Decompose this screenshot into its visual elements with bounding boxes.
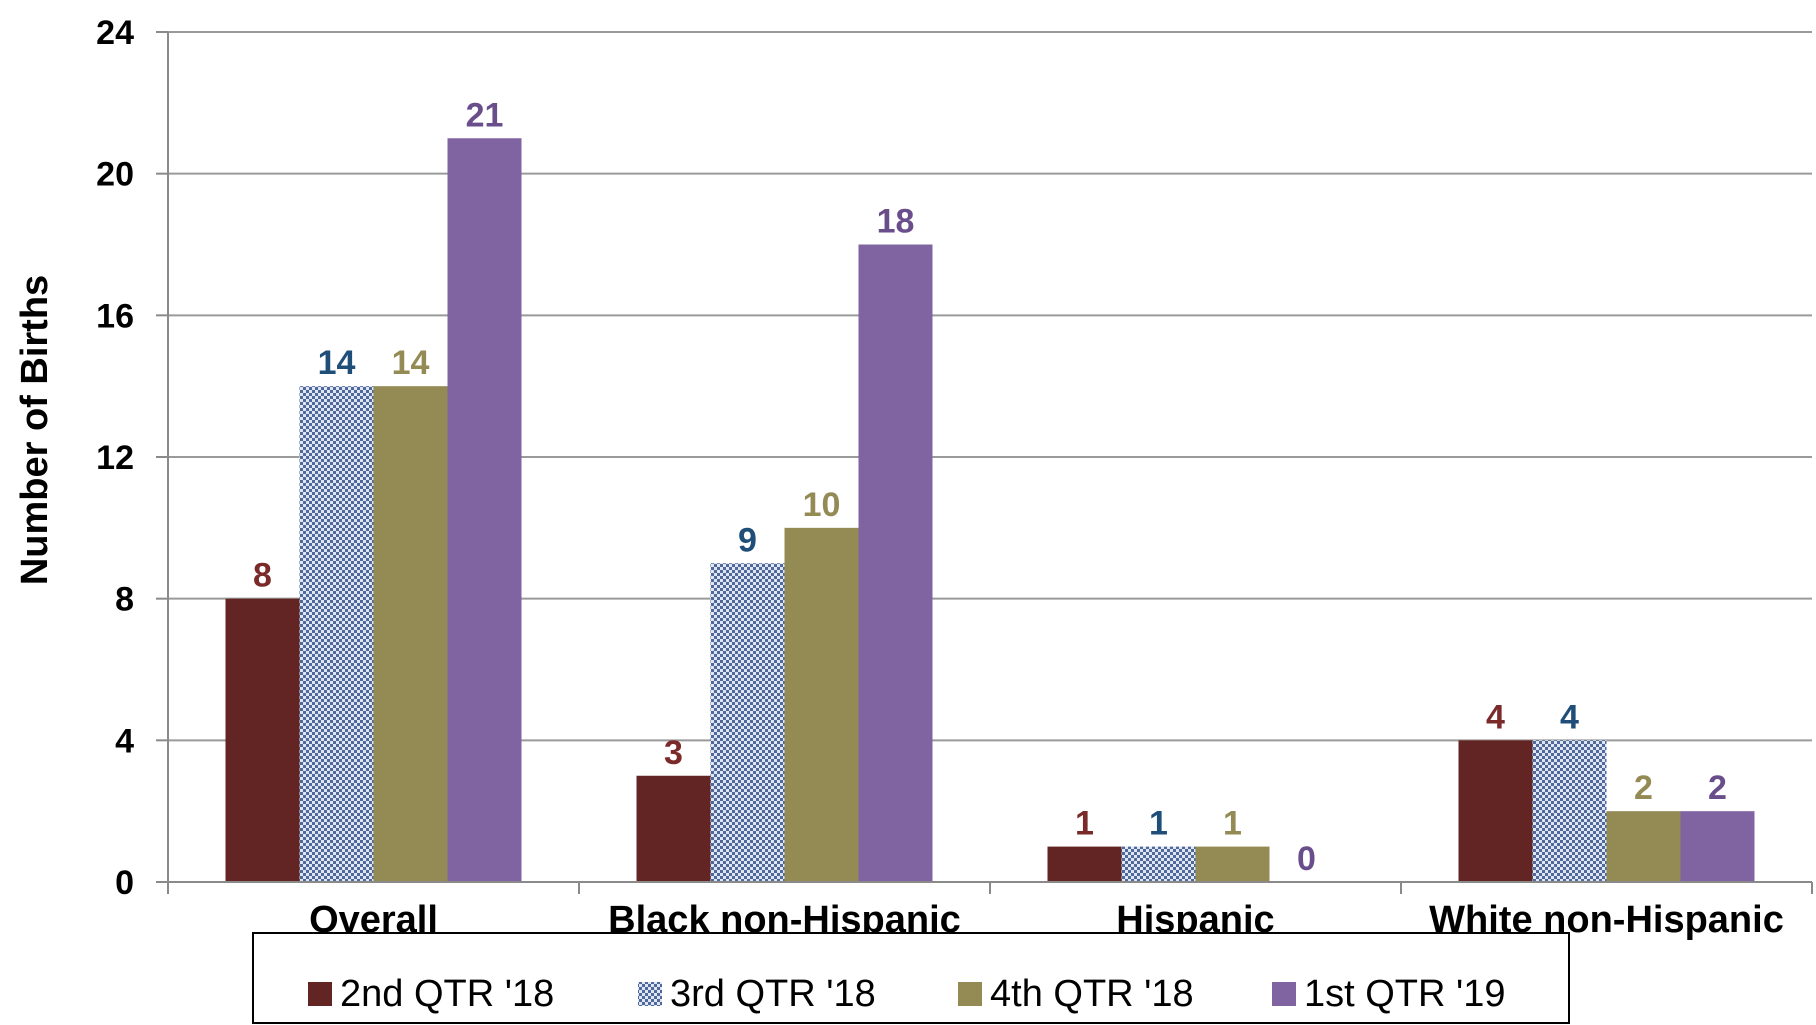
bar	[858, 244, 933, 882]
bar	[1047, 846, 1122, 882]
data-label: 0	[1297, 840, 1316, 878]
y-axis-title: Number of Births	[14, 275, 56, 585]
legend-label: 4th QTR '18	[990, 973, 1194, 1015]
y-tick-label: 4	[115, 722, 134, 760]
legend-label: 2nd QTR '18	[340, 973, 554, 1015]
bar	[1606, 811, 1681, 882]
data-label: 2	[1708, 769, 1727, 807]
bar	[1458, 740, 1533, 882]
legend-box	[252, 932, 1570, 1024]
data-label: 14	[392, 344, 430, 382]
bars	[225, 138, 1755, 882]
bar	[1121, 846, 1196, 882]
data-label: 9	[738, 521, 757, 559]
legend-swatch	[308, 982, 332, 1006]
legend-swatch	[958, 982, 982, 1006]
bar	[299, 386, 374, 882]
legend: 2nd QTR '18 3rd QTR '18 4th QTR '18 1st QTR…	[252, 932, 1570, 1024]
data-label: 10	[803, 486, 841, 524]
bar	[1532, 740, 1607, 882]
data-label: 8	[253, 557, 272, 595]
data-label: 21	[466, 96, 504, 134]
legend-label: 1st QTR '19	[1304, 973, 1506, 1015]
bar	[636, 775, 711, 882]
legend-swatch	[638, 982, 662, 1006]
data-label: 14	[318, 344, 356, 382]
y-axis-tick-labels: 0 4 8 12 16 20 24	[96, 14, 134, 902]
bar	[373, 386, 448, 882]
data-label: 4	[1486, 698, 1505, 736]
bar	[225, 598, 300, 882]
bar	[710, 563, 785, 882]
data-label: 3	[664, 734, 683, 772]
data-label: 2	[1634, 769, 1653, 807]
bar	[1195, 846, 1270, 882]
data-label: 1	[1075, 805, 1094, 843]
legend-swatch	[1272, 982, 1296, 1006]
y-tick-label: 8	[115, 581, 134, 619]
y-tick-label: 24	[96, 14, 134, 52]
y-tick-label: 12	[96, 439, 134, 477]
data-label: 1	[1223, 805, 1242, 843]
data-label: 1	[1149, 805, 1168, 843]
y-tick-label: 0	[115, 864, 134, 902]
data-label: 4	[1560, 698, 1579, 736]
bar	[784, 527, 859, 882]
y-tick-label: 20	[96, 156, 134, 194]
axes	[156, 31, 1813, 894]
y-tick-label: 16	[96, 297, 134, 335]
bar	[1680, 811, 1755, 882]
bar	[447, 138, 522, 882]
legend-label: 3rd QTR '18	[670, 973, 876, 1015]
data-label: 18	[877, 203, 915, 241]
